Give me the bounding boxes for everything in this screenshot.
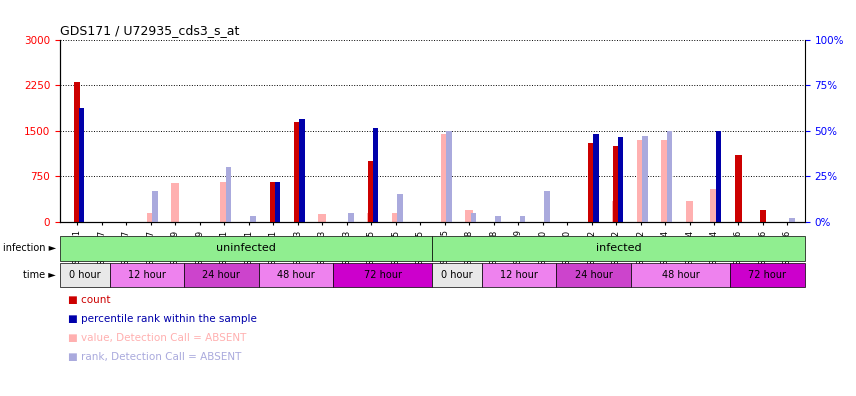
Bar (220, 182, 228, 222)
Text: GDS171 / U72935_cds3_s_at: GDS171 / U72935_cds3_s_at (60, 24, 240, 37)
Bar (275, 182, 280, 222)
Bar (318, 215, 326, 222)
Bar (710, 189, 717, 222)
Text: 24 hour: 24 hour (574, 270, 613, 280)
Bar (471, 213, 476, 222)
Bar (294, 122, 301, 222)
Bar (789, 218, 794, 222)
Bar (392, 213, 399, 222)
Bar (74, 82, 80, 222)
Text: 0 hour: 0 hour (69, 270, 100, 280)
Bar (662, 140, 669, 222)
Bar (348, 213, 354, 222)
Bar (734, 192, 742, 222)
Bar (466, 209, 473, 222)
Bar (642, 136, 648, 222)
Text: 48 hour: 48 hour (662, 270, 699, 280)
Text: 72 hour: 72 hour (364, 270, 401, 280)
Bar (441, 134, 449, 222)
Text: 48 hour: 48 hour (276, 270, 315, 280)
Bar (716, 131, 721, 222)
Bar (667, 131, 672, 222)
Text: ■ count: ■ count (68, 295, 111, 305)
Text: uninfected: uninfected (217, 243, 276, 253)
Bar (588, 143, 595, 222)
Text: time ►: time ► (23, 270, 56, 280)
Bar (618, 176, 623, 222)
Bar (618, 137, 623, 222)
Bar (367, 213, 375, 222)
Bar (593, 134, 598, 222)
Text: infected: infected (596, 243, 641, 253)
Bar (79, 108, 84, 222)
Text: ■ value, Detection Call = ABSENT: ■ value, Detection Call = ABSENT (68, 333, 247, 343)
Bar (250, 216, 256, 222)
Bar (270, 182, 276, 222)
Bar (613, 146, 620, 222)
Bar (368, 161, 374, 222)
Text: 12 hour: 12 hour (128, 270, 166, 280)
Text: 72 hour: 72 hour (748, 270, 787, 280)
Bar (496, 216, 501, 222)
Bar (686, 200, 693, 222)
Text: ■ percentile rank within the sample: ■ percentile rank within the sample (68, 314, 258, 324)
Text: 12 hour: 12 hour (500, 270, 538, 280)
Bar (152, 191, 158, 222)
Bar (735, 155, 742, 222)
Bar (520, 216, 525, 222)
Bar (226, 167, 231, 222)
Text: infection ►: infection ► (3, 243, 56, 253)
Bar (397, 194, 402, 222)
Bar (759, 209, 766, 222)
Bar (637, 140, 645, 222)
Bar (372, 128, 378, 222)
Bar (544, 191, 550, 222)
Bar (171, 183, 179, 222)
Bar (612, 200, 620, 222)
Bar (446, 131, 452, 222)
Bar (147, 213, 154, 222)
Text: 0 hour: 0 hour (442, 270, 473, 280)
Text: 24 hour: 24 hour (202, 270, 241, 280)
Text: ■ rank, Detection Call = ABSENT: ■ rank, Detection Call = ABSENT (68, 352, 242, 362)
Bar (300, 118, 305, 222)
Bar (716, 176, 721, 222)
